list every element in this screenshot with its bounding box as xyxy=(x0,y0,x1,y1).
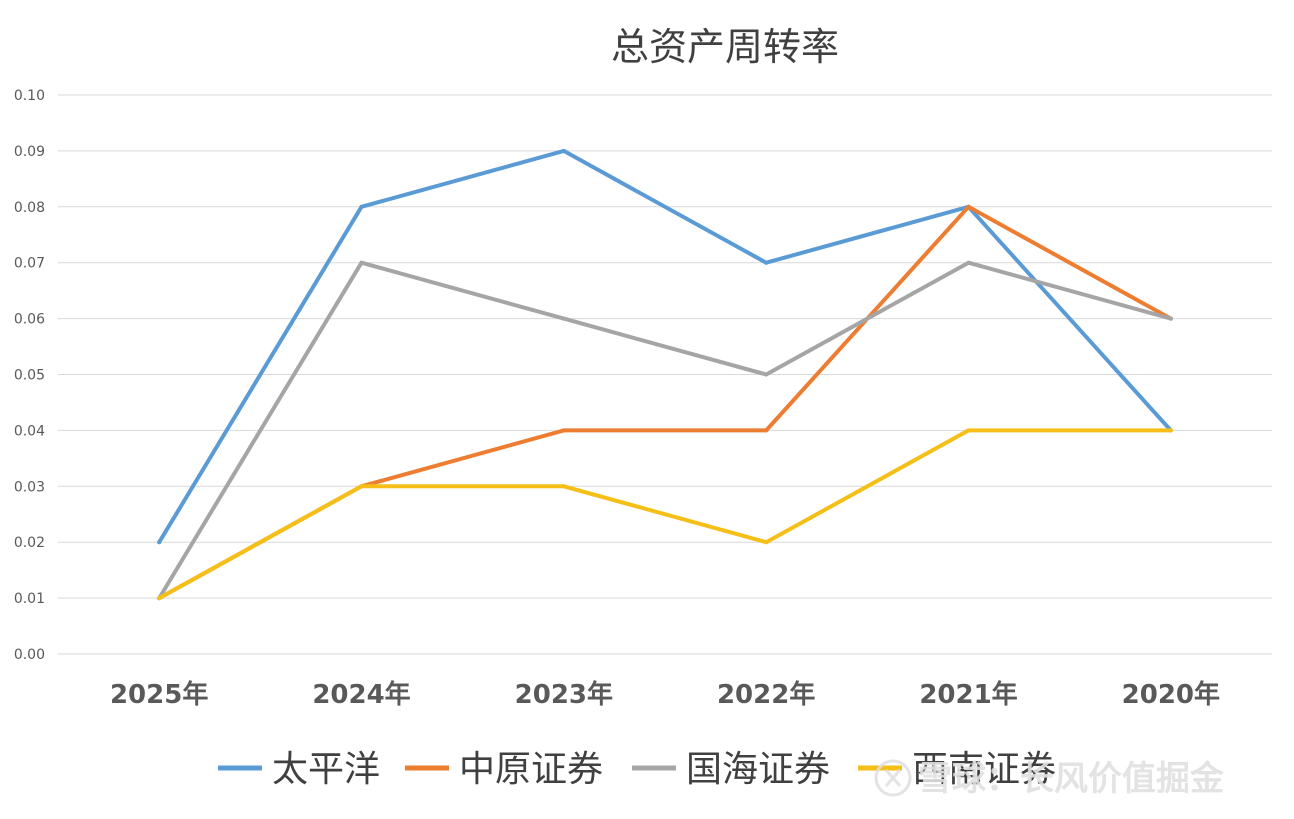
chart-title: 总资产周转率 xyxy=(611,25,839,69)
data-point xyxy=(1168,316,1173,321)
data-point xyxy=(1168,428,1173,433)
x-axis-ticks: 2025年 2024年 2023年 2022年 2021年 2020年 xyxy=(110,679,1220,710)
x-tick-label: 2025年 xyxy=(110,679,208,710)
y-tick-label: 0.05 xyxy=(14,368,45,384)
data-point xyxy=(966,428,971,433)
y-axis-ticks: 0.00 0.01 0.02 0.03 0.04 0.05 0.06 0.07 0.08 0.09… xyxy=(14,88,45,663)
data-point xyxy=(561,316,566,321)
y-tick-label: 0.03 xyxy=(14,479,45,495)
legend-label: 西南证券 xyxy=(912,749,1056,790)
snowball-logo-icon xyxy=(874,759,912,797)
data-point xyxy=(359,260,364,265)
data-point xyxy=(561,148,566,153)
data-point xyxy=(764,372,769,377)
legend-label: 中原证券 xyxy=(459,749,603,790)
y-tick-label: 0.04 xyxy=(14,423,45,439)
data-point xyxy=(359,484,364,489)
x-tick-label: 2024年 xyxy=(312,679,410,710)
y-tick-label: 0.02 xyxy=(14,535,45,551)
series-line-0 xyxy=(157,148,1173,545)
y-tick-label: 0.09 xyxy=(14,144,45,160)
watermark: 雪球：长风价值掘金 xyxy=(874,759,1225,799)
data-point xyxy=(764,428,769,433)
y-tick-label: 0.01 xyxy=(14,591,45,607)
series-lines xyxy=(157,148,1173,601)
x-tick-label: 2020年 xyxy=(1122,679,1220,710)
data-point xyxy=(561,484,566,489)
data-point xyxy=(157,596,162,601)
y-tick-label: 0.10 xyxy=(14,88,45,104)
grid-lines xyxy=(58,94,1272,655)
x-tick-label: 2022年 xyxy=(717,679,815,710)
y-tick-label: 0.06 xyxy=(14,312,45,328)
y-tick-label: 0.07 xyxy=(14,256,45,272)
x-tick-label: 2023年 xyxy=(515,679,613,710)
data-point xyxy=(966,204,971,209)
series-line-2 xyxy=(157,260,1173,601)
data-point xyxy=(764,260,769,265)
data-point xyxy=(764,540,769,545)
data-point xyxy=(157,540,162,545)
data-point xyxy=(359,204,364,209)
x-tick-label: 2021年 xyxy=(919,679,1017,710)
series-line-3 xyxy=(157,428,1173,601)
y-tick-label: 0.08 xyxy=(14,200,45,216)
legend: 太平洋 中原证券 国海证券 西南证券 xyxy=(218,749,1056,790)
watermark-text: 雪球：长风价值掘金 xyxy=(918,759,1225,799)
legend-label: 国海证券 xyxy=(686,749,830,790)
data-point xyxy=(966,260,971,265)
y-tick-label: 0.00 xyxy=(14,647,45,663)
legend-label: 太平洋 xyxy=(272,749,380,790)
data-point xyxy=(561,428,566,433)
